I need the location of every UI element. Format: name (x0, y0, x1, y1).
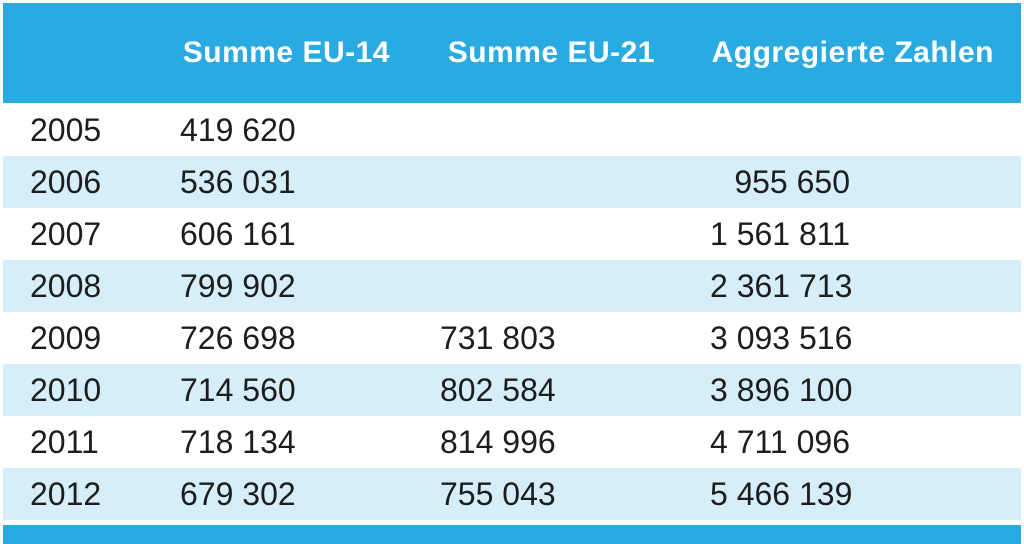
agg-cell: 3 093 516 (710, 319, 853, 356)
year-cell: 2008 (30, 267, 102, 304)
agg-cell: 5 466 139 (710, 475, 853, 512)
eu14-cell: 726 698 (180, 319, 296, 356)
agg-cell: 1 561 811 (710, 215, 850, 252)
eu14-cell: 799 902 (180, 267, 296, 304)
year-cell: 2010 (30, 371, 102, 408)
year-cell: 2006 (30, 163, 102, 200)
header-aggregierte-zahlen: Aggregierte Zahlen (711, 36, 994, 69)
eu21-cell: 814 996 (440, 423, 556, 460)
table-row-2006: 2006 536 031 955 650 (3, 156, 1021, 208)
year-cell: 2012 (30, 475, 102, 512)
table-footer-rule (3, 525, 1021, 544)
eu21-cell: 755 043 (440, 475, 556, 512)
table-header-row: Summe EU-14 Summe EU-21 Aggregierte Zahl… (3, 3, 1021, 103)
eu14-cell: 536 031 (180, 163, 296, 200)
agg-cell: 3 896 100 (710, 371, 853, 408)
eu14-cell: 718 134 (180, 423, 296, 460)
agg-cell: 4 711 096 (710, 423, 850, 460)
table-row-2010: 2010 714 560 802 584 3 896 100 (3, 364, 1021, 416)
eu14-cell: 419 620 (180, 111, 296, 148)
eu14-cell: 679 302 (180, 475, 296, 512)
eu21-cell: 731 803 (440, 319, 556, 356)
year-cell: 2009 (30, 319, 102, 356)
eu14-cell: 606 161 (180, 215, 296, 252)
table-body: 2005 419 620 2006 536 031 955 650 2007 6… (3, 104, 1021, 520)
header-summe-eu21: Summe EU-21 (447, 36, 655, 69)
table-row-2007: 2007 606 161 1 561 811 (3, 208, 1021, 260)
table-row-2012: 2012 679 302 755 043 5 466 139 (3, 468, 1021, 520)
year-cell: 2005 (30, 111, 102, 148)
year-cell: 2011 (30, 423, 99, 460)
eu21-cell: 802 584 (440, 371, 556, 408)
table-row-2011: 2011 718 134 814 996 4 711 096 (3, 416, 1021, 468)
year-cell: 2007 (30, 215, 102, 252)
table-row-2008: 2008 799 902 2 361 713 (3, 260, 1021, 312)
header-summe-eu14: Summe EU-14 (182, 36, 390, 69)
table-row-2005: 2005 419 620 (3, 104, 1021, 156)
eu14-cell: 714 560 (180, 371, 296, 408)
agg-cell: 2 361 713 (710, 267, 853, 304)
agg-cell: 955 650 (734, 163, 850, 200)
table-row-2009: 2009 726 698 731 803 3 093 516 (3, 312, 1021, 364)
